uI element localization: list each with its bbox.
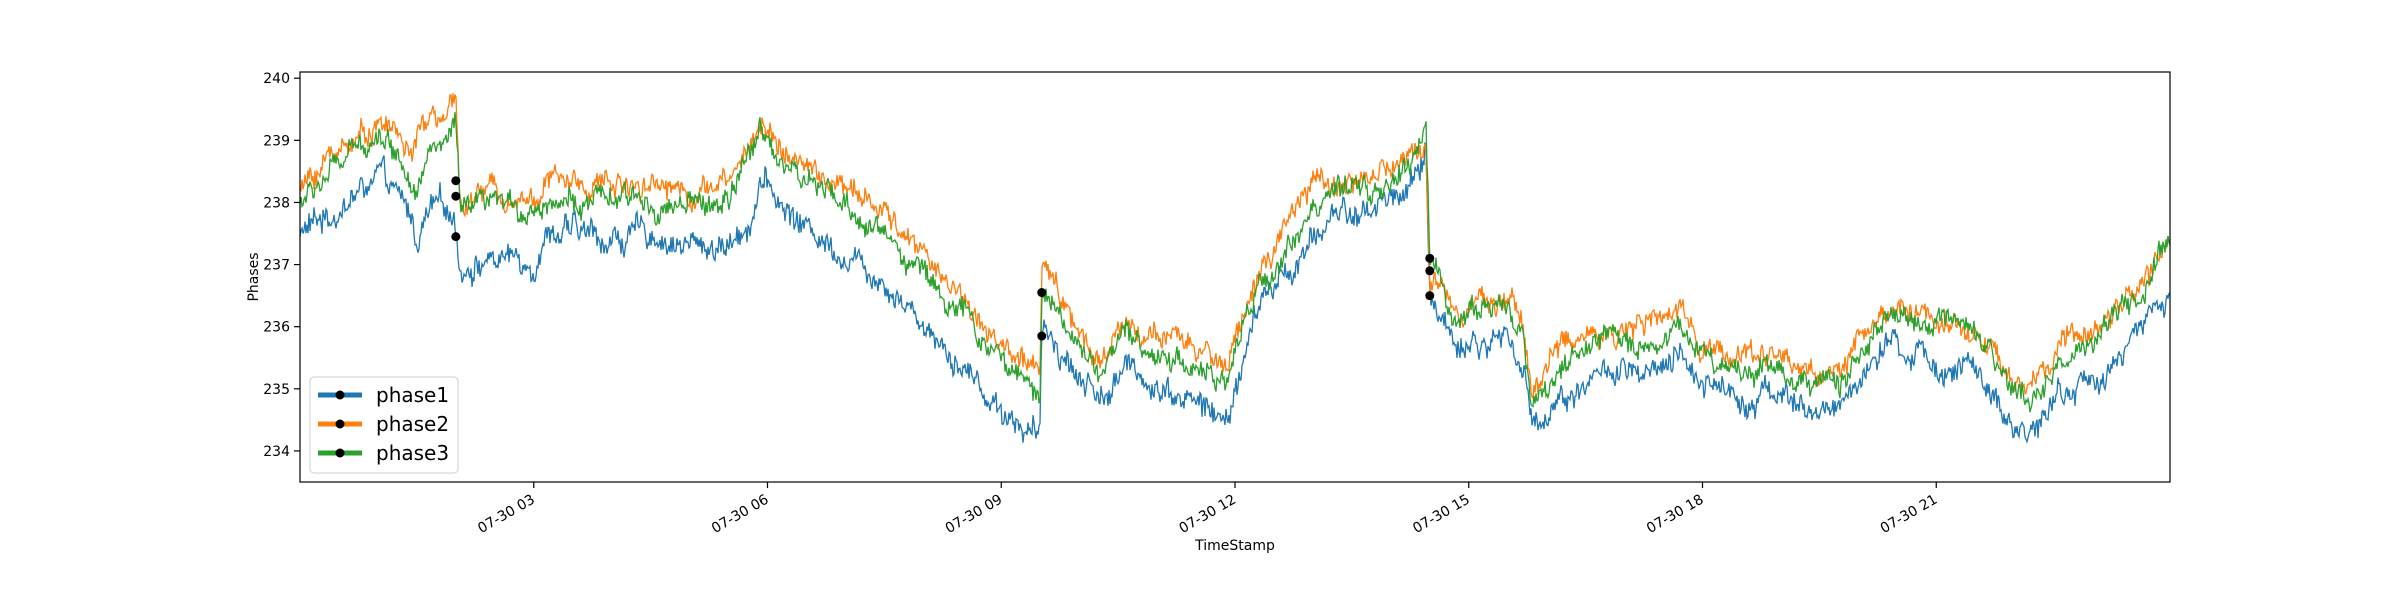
anomaly-marker — [1425, 253, 1435, 263]
x-tick-label: 07-30 09 — [943, 492, 1006, 537]
series-line-phase2 — [299, 93, 2170, 401]
series-line-phase3 — [299, 111, 2171, 413]
anomaly-marker — [1425, 266, 1435, 276]
x-axis: 07-30 03 07-30 06 07-30 09 07-30 12 07-30 15… — [475, 482, 1940, 537]
x-tick-label: 07-30 03 — [475, 492, 538, 537]
x-tick-label: 07-30 18 — [1644, 492, 1707, 537]
anomaly-marker — [1425, 291, 1435, 301]
legend-label-phase2: phase2 — [376, 412, 449, 436]
anomaly-marker — [451, 232, 461, 242]
y-tick-label: 238 — [263, 195, 290, 211]
legend-label-phase1: phase1 — [376, 383, 449, 407]
y-axis-label: Phases — [246, 252, 262, 301]
marker-layer — [451, 176, 1435, 341]
anomaly-marker — [451, 191, 461, 201]
y-tick-label: 234 — [263, 444, 290, 460]
y-tick-label: 239 — [263, 133, 290, 149]
x-tick-label: 07-30 12 — [1176, 492, 1239, 537]
legend-marker — [335, 419, 345, 429]
legend: phase1 phase2 phase3 — [309, 376, 459, 474]
legend-marker — [335, 448, 345, 458]
y-tick-label: 240 — [263, 71, 290, 87]
x-axis-label: TimeStamp — [1194, 538, 1275, 554]
x-tick-label: 07-30 15 — [1410, 492, 1473, 537]
y-tick-label: 237 — [263, 258, 290, 274]
series-layer — [299, 93, 2171, 444]
x-tick-label: 07-30 21 — [1878, 492, 1941, 537]
plot-frame — [299, 71, 2171, 483]
y-tick-label: 235 — [263, 382, 290, 398]
y-axis: 234 235 236 237 238 239 240 — [263, 71, 300, 460]
x-tick-label: 07-30 06 — [709, 492, 772, 537]
legend-box — [309, 376, 459, 474]
legend-label-phase3: phase3 — [376, 441, 449, 465]
legend-marker — [335, 390, 345, 400]
anomaly-marker — [1037, 288, 1047, 298]
anomaly-marker — [1037, 331, 1047, 341]
y-tick-label: 236 — [263, 320, 290, 336]
anomaly-marker — [451, 176, 461, 186]
series-line-phase1 — [299, 142, 2171, 444]
